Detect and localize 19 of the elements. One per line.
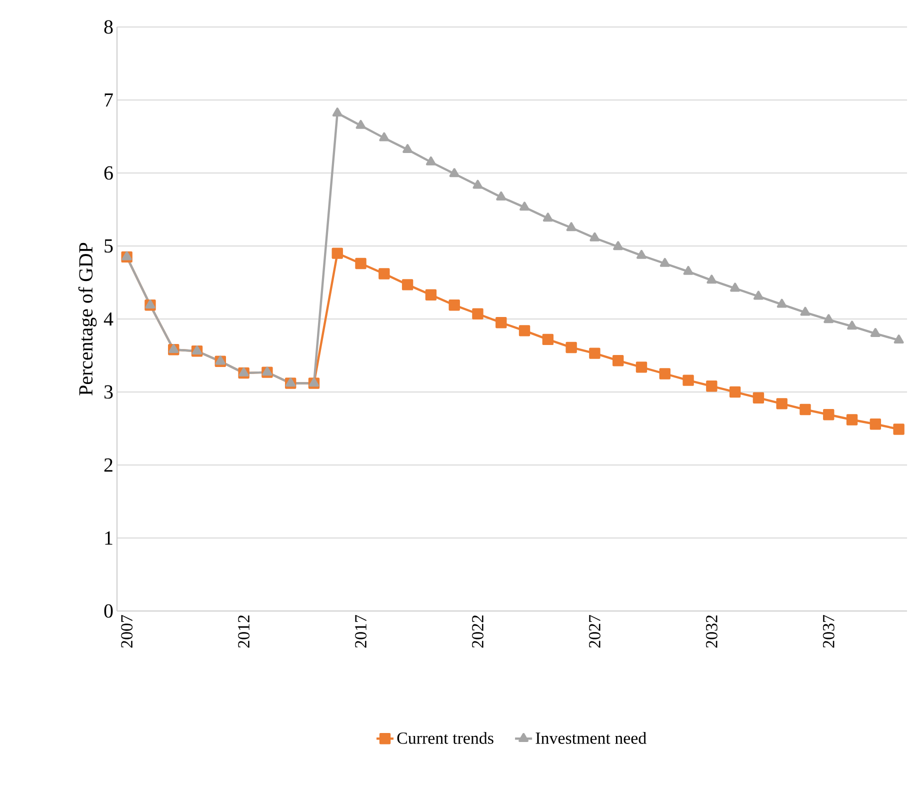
legend-label: Current trends <box>397 732 494 744</box>
y-tick-label: 5 <box>104 239 113 253</box>
y-tick-label: 4 <box>104 312 114 326</box>
x-tick-label: 2027 <box>588 615 600 648</box>
y-tick-label: 7 <box>104 93 113 107</box>
y-tick-label: 1 <box>105 531 112 545</box>
x-tick-label: 2007 <box>121 615 133 648</box>
y-tick-label: 3 <box>104 385 113 399</box>
y-tick-label: 2 <box>104 458 112 472</box>
y-tick-label: 0 <box>104 604 113 618</box>
x-tick-label: 2012 <box>238 615 250 648</box>
y-tick-label: 8 <box>104 20 113 34</box>
x-tick-label: 2037 <box>822 615 834 648</box>
y-axis-title: Percentage of GDP <box>78 242 97 396</box>
x-tick-label: 2022 <box>472 615 484 648</box>
x-tick-label: 2017 <box>355 615 366 648</box>
y-tick-label: 6 <box>104 166 113 180</box>
x-tick-label: 2032 <box>706 615 718 648</box>
legend-label: Investment need <box>536 732 646 744</box>
